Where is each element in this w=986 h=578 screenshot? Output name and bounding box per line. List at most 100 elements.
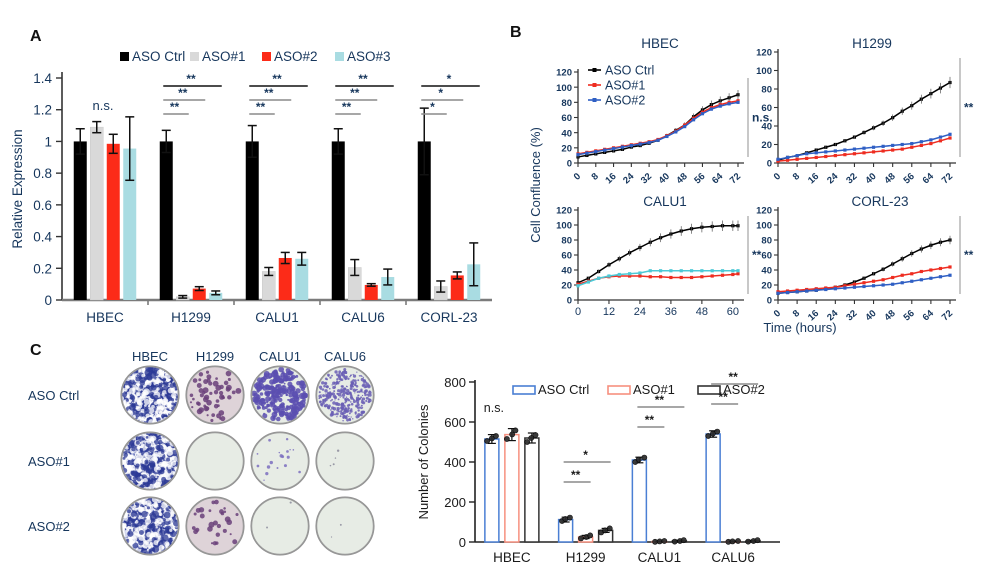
svg-text:8: 8 — [791, 171, 802, 183]
svg-text:40: 40 — [863, 308, 878, 323]
svg-text:ASO#1: ASO#1 — [633, 382, 675, 397]
svg-text:ASO#1: ASO#1 — [605, 79, 645, 93]
svg-text:24: 24 — [634, 306, 646, 318]
bar-CALU1-ASO Ctrl — [245, 141, 259, 300]
svg-text:1.4: 1.4 — [33, 71, 52, 86]
svg-text:ASO Ctrl: ASO Ctrl — [538, 382, 589, 397]
svg-text:H1299: H1299 — [171, 310, 211, 325]
svg-text:60: 60 — [727, 306, 739, 318]
svg-text:20: 20 — [761, 281, 772, 292]
svg-text:n.s.: n.s. — [484, 401, 504, 415]
svg-text:0: 0 — [459, 535, 466, 550]
svg-text:H1299: H1299 — [566, 550, 606, 565]
svg-text:40: 40 — [657, 171, 672, 186]
svg-text:60: 60 — [761, 251, 772, 262]
svg-text:CORL-23: CORL-23 — [420, 310, 477, 325]
svg-text:48: 48 — [696, 306, 708, 318]
svg-text:Cell Confluence (%): Cell Confluence (%) — [528, 127, 543, 243]
svg-text:56: 56 — [902, 171, 917, 186]
line-CALU1-ASO#1 — [577, 273, 739, 285]
svg-text:ASO#2: ASO#2 — [28, 519, 70, 534]
svg-text:ASO#2: ASO#2 — [723, 382, 765, 397]
svg-text:HBEC: HBEC — [86, 310, 124, 325]
svg-text:HBEC: HBEC — [641, 36, 679, 51]
bar-CALU6-ASO Ctrl — [705, 433, 721, 543]
svg-text:ASO Ctrl: ASO Ctrl — [132, 49, 185, 64]
svg-text:800: 800 — [444, 375, 466, 390]
svg-text:72: 72 — [940, 308, 955, 323]
svg-text:40: 40 — [761, 122, 772, 133]
svg-text:HBEC: HBEC — [493, 550, 531, 565]
svg-text:ASO Ctrl: ASO Ctrl — [28, 388, 79, 403]
svg-text:0.8: 0.8 — [33, 166, 52, 181]
svg-text:80: 80 — [561, 98, 572, 109]
line-CALU1-ASO#2 — [577, 270, 738, 287]
svg-text:120: 120 — [756, 48, 772, 59]
svg-text:100: 100 — [756, 66, 772, 77]
svg-text:**: ** — [178, 86, 188, 100]
plate-ASO2-HBEC — [120, 496, 180, 556]
svg-text:CALU6: CALU6 — [711, 550, 755, 565]
svg-text:0.2: 0.2 — [33, 261, 52, 276]
svg-text:CALU1: CALU1 — [259, 349, 301, 364]
plate-ASOCtrl-H1299 — [185, 365, 245, 425]
panel-b-letter: B — [510, 24, 523, 41]
svg-text:**: ** — [358, 72, 368, 86]
svg-text:**: ** — [571, 468, 581, 482]
svg-text:20: 20 — [561, 281, 572, 292]
svg-text:Number of Colonies: Number of Colonies — [416, 404, 431, 519]
svg-text:0: 0 — [767, 296, 772, 307]
svg-text:**: ** — [728, 370, 738, 384]
plate-ASO1-CALU1 — [250, 431, 310, 491]
svg-text:32: 32 — [639, 171, 654, 186]
svg-text:n.s.: n.s. — [752, 111, 773, 125]
plate-ASO2-CALU6 — [315, 496, 375, 556]
svg-text:*: * — [438, 86, 443, 100]
svg-text:0: 0 — [772, 171, 783, 183]
svg-text:72: 72 — [728, 171, 743, 186]
svg-text:0: 0 — [772, 308, 783, 320]
svg-text:80: 80 — [761, 85, 772, 96]
svg-text:CALU1: CALU1 — [638, 550, 682, 565]
svg-text:**: ** — [186, 72, 196, 86]
svg-text:16: 16 — [806, 171, 821, 186]
svg-text:n.s.: n.s. — [93, 98, 114, 113]
svg-text:CORL-23: CORL-23 — [851, 194, 908, 209]
svg-text:**: ** — [350, 86, 360, 100]
svg-text:40: 40 — [561, 128, 572, 139]
svg-text:H1299: H1299 — [852, 36, 892, 51]
svg-text:24: 24 — [621, 171, 637, 187]
svg-text:**: ** — [718, 390, 728, 404]
bar-CALU1-ASO Ctrl — [631, 459, 648, 543]
svg-text:**: ** — [256, 100, 266, 114]
svg-text:8: 8 — [589, 171, 600, 183]
svg-text:1: 1 — [44, 134, 52, 149]
svg-text:64: 64 — [921, 171, 937, 187]
svg-text:0.6: 0.6 — [33, 198, 52, 213]
svg-text:48: 48 — [882, 308, 897, 323]
svg-text:**: ** — [170, 100, 180, 114]
svg-text:**: ** — [655, 393, 665, 407]
svg-text:ASO#1: ASO#1 — [202, 49, 246, 64]
svg-text:ASO#2: ASO#2 — [605, 94, 645, 108]
bar-H1299-ASO#3 — [209, 292, 223, 300]
bar-CORL-23-ASO Ctrl — [417, 141, 431, 300]
svg-text:40: 40 — [761, 266, 772, 277]
svg-text:12: 12 — [603, 306, 615, 318]
svg-text:64: 64 — [710, 171, 726, 187]
svg-text:**: ** — [964, 248, 974, 262]
line-CALU1-ASO Ctrl — [577, 225, 738, 284]
bar-HBEC-ASO Ctrl — [484, 438, 500, 543]
plate-ASO2-H1299 — [185, 496, 245, 556]
bar-CALU1-ASO#3 — [295, 258, 309, 300]
panel-a-letter: A — [30, 28, 43, 45]
plate-ASOCtrl-CALU6 — [315, 365, 375, 425]
bar-HBEC-ASO#1 — [504, 433, 520, 543]
svg-text:72: 72 — [940, 171, 955, 186]
svg-text:60: 60 — [561, 251, 572, 262]
svg-text:0.4: 0.4 — [33, 230, 52, 245]
bar-HBEC-ASO#2 — [524, 437, 540, 543]
svg-text:ASO#3: ASO#3 — [347, 49, 391, 64]
svg-text:ASO Ctrl: ASO Ctrl — [605, 64, 654, 78]
